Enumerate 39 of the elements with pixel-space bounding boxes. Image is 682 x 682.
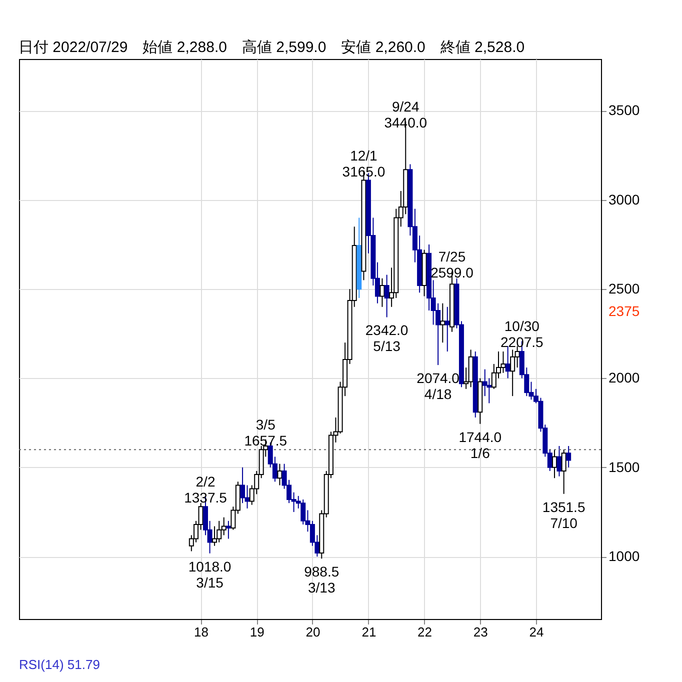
- candlestick: [556, 446, 562, 477]
- x-tick-label: 24: [529, 624, 544, 640]
- annotation: 1351.5 7/10: [542, 498, 586, 531]
- x-tick-label: 22: [418, 624, 432, 640]
- candlestick: [561, 449, 566, 494]
- x-tick-label: 20: [306, 624, 320, 640]
- candlestick: [505, 346, 510, 379]
- y-tick-label: 3500: [608, 102, 640, 118]
- candlestick: [380, 278, 385, 308]
- x-tick-label: 21: [362, 624, 376, 640]
- candlestick: [444, 306, 450, 352]
- y-tick-label: 2500: [608, 280, 640, 297]
- annotation: 10/30 2207.5: [500, 318, 544, 350]
- chart-title: 日付 2022/07/29 始値 2,288.0 高値 2,599.0 安値 2,260.0 終値 2,528.0: [18, 39, 525, 56]
- annotation: 2/2 1337.5: [184, 473, 228, 506]
- candlestick: [277, 463, 282, 486]
- candlestick: [510, 349, 516, 397]
- x-tick-label: 19: [250, 624, 264, 640]
- annotation: 12/1 3165.0: [342, 147, 386, 180]
- y-tick-label: 3000: [608, 191, 640, 208]
- y-tick-label: 1000: [608, 548, 640, 564]
- x-tick-label: 18: [194, 624, 208, 640]
- annotation: 9/24 3440.0: [384, 98, 428, 130]
- x-tick-label: 23: [473, 624, 488, 640]
- y-tick-label: 1500: [608, 458, 640, 475]
- candlestick: [566, 446, 572, 468]
- annotation: 1018.0 3/15: [188, 558, 232, 590]
- annotation: 1744.0 1/6: [458, 428, 502, 461]
- candlestick: [552, 449, 557, 479]
- annotation: 3/5 1657.5: [244, 416, 288, 448]
- text: RSI(14) 51.79: [19, 657, 100, 672]
- candlestick: [384, 274, 390, 318]
- candlestick: [440, 302, 446, 344]
- annotation: 2342.0 5/13: [365, 322, 408, 354]
- annotation: 988.5 3/13: [304, 564, 340, 596]
- y-tick-label: 2000: [608, 370, 640, 386]
- annotation: 2074.0 4/18: [416, 370, 460, 402]
- y-tick-label: 2375: [608, 302, 640, 319]
- candlestick: [240, 466, 246, 504]
